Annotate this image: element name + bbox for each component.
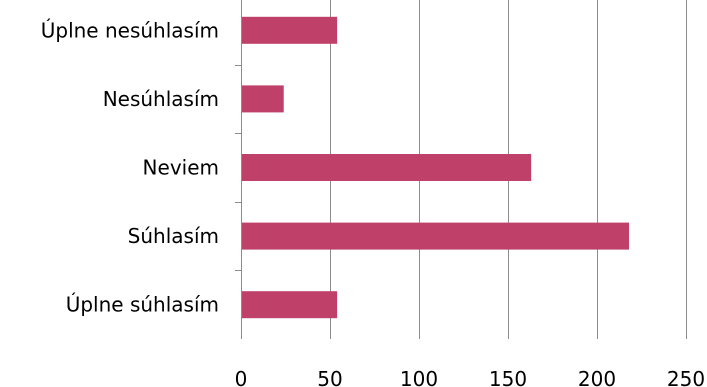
category-label: Úplne súhlasím xyxy=(66,293,219,317)
bar xyxy=(242,154,532,181)
x-tick-label: 250 xyxy=(667,367,705,387)
x-tick-label: 150 xyxy=(489,367,527,387)
bar xyxy=(242,222,630,250)
bar xyxy=(242,16,338,44)
labels: 0 50 100 150 200 250 Úplne nesúhlasím Nesúhlasí… xyxy=(41,18,705,387)
category-label: Súhlasím xyxy=(128,224,219,248)
category-label: Neviem xyxy=(143,156,219,180)
x-tick-label: 50 xyxy=(317,367,342,387)
axes xyxy=(235,0,242,339)
x-tick-label: 200 xyxy=(578,367,616,387)
category-label: Nesúhlasím xyxy=(103,87,219,111)
category-label: Úplne nesúhlasím xyxy=(41,18,219,42)
bar xyxy=(242,85,284,113)
x-tick-label: 0 xyxy=(235,367,248,387)
x-tick-label: 100 xyxy=(400,367,438,387)
bar xyxy=(242,291,338,319)
bars xyxy=(242,16,630,319)
